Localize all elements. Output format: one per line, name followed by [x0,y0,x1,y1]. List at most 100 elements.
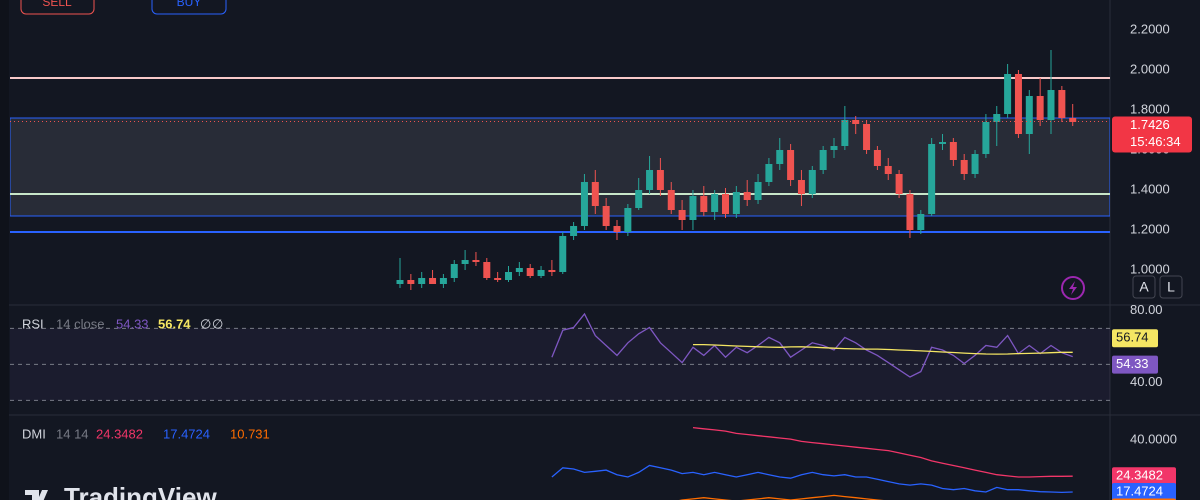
candle [689,190,697,230]
candle [678,200,686,230]
candle-body [1025,96,1033,134]
candle [939,134,946,150]
candle-body [526,268,534,276]
candle-body [863,124,871,150]
legend-text: ∅ [200,316,211,331]
candle-body [515,268,523,272]
alert-bolt [1069,281,1077,295]
candle [1069,104,1077,126]
candle [1004,64,1012,118]
candle-body [722,194,729,214]
sell-label: SELL [42,0,72,9]
candle [667,182,675,214]
candle-body [1058,90,1066,118]
candle-body [971,154,979,174]
candle-body [732,192,740,214]
candle-body [787,150,795,180]
candle [711,190,719,220]
y-tick-label: 2.0000 [1130,61,1170,76]
sell-button[interactable] [20,0,95,15]
candle [418,272,426,288]
candle [906,190,914,238]
countdown-label: 15:46:34 [1130,134,1181,149]
watermark: TradingView [25,482,217,500]
candle-body [949,142,957,160]
candle [808,166,816,198]
axis-value-label: 17.4724 [1116,483,1163,498]
candle-body [884,166,892,174]
candle [559,232,567,274]
candle [917,210,925,234]
legend-text: 14 14 [56,426,89,441]
candle [700,186,708,216]
candle [971,150,979,178]
candle-body [830,146,838,150]
legend-text: 54.33 [116,316,149,331]
candle-body [591,182,599,206]
candle [407,274,415,290]
legend-text: 10.731 [230,426,270,441]
candle-body [439,278,447,284]
candle-body [895,174,903,194]
pane [10,312,1110,401]
y-tick-label: 80.00 [1130,302,1163,317]
candle-body [960,160,968,174]
candle-body [819,150,827,170]
candle-body [906,194,914,230]
candle-body [1036,96,1044,120]
candle-body [494,278,502,280]
alert-icon[interactable] [1061,276,1085,300]
last-price-box [1112,116,1192,153]
y-tick-label: 40.0000 [1130,432,1177,447]
axis-value-label: 54.33 [1116,356,1149,371]
plot-layer: 2.20002.00001.80001.60001.40001.20001.00… [10,21,1192,500]
candle-body [483,262,491,278]
candle [776,138,784,170]
candle [1014,70,1022,138]
axis-value-label: 10.731 [1116,499,1156,500]
candle-body [993,114,1001,122]
candle-body [765,164,773,182]
candle-body [797,180,805,194]
candle [526,264,534,278]
axis-value-box [1112,329,1158,348]
series-line [551,312,1073,378]
buy-button[interactable] [151,0,227,15]
watermark-text: TradingView [64,482,217,500]
candle [429,270,437,284]
candle-body [580,182,588,226]
candle-body [1047,90,1055,120]
candle-body [570,226,578,236]
candle-body [808,170,816,194]
legend-text: 24.3482 [96,426,143,441]
legend: RSI 14 close 54.33 56.74 ∅ ∅ [22,316,223,331]
axis-value-label: 24.3482 [1116,468,1163,483]
candle-body [429,278,437,284]
candle-body [418,278,426,284]
candle [1047,50,1055,134]
candle [949,138,957,166]
legend: DMI 14 14 24.3482 17.4724 10.731 [22,426,270,441]
candle [852,116,860,134]
candle [765,158,773,186]
candle-body [450,264,458,278]
candle [732,186,740,218]
candle-body [537,270,545,276]
candle-body [1069,118,1077,122]
y-tick-label: 2.2000 [1130,21,1170,36]
candle-body [559,236,567,272]
candle [1058,86,1066,122]
candle [787,144,795,186]
buy-label: BUY [177,0,202,9]
candle [743,180,751,206]
auto-button[interactable] [1132,275,1156,299]
candle [1025,90,1033,154]
log-button[interactable] [1159,275,1183,299]
candle [819,146,827,174]
candle-body [1004,74,1012,114]
candle-body [776,150,784,164]
y-tick-label: 1.0000 [1130,261,1170,276]
candle [396,258,404,288]
